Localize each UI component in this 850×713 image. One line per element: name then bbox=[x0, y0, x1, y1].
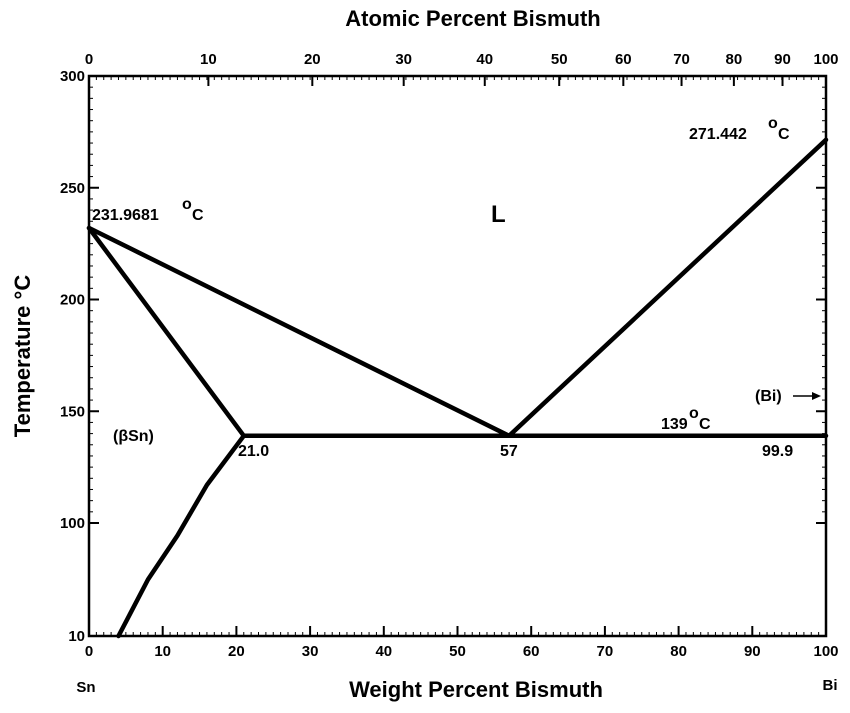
phase-boundary-1 bbox=[86, 225, 512, 439]
sn-melting-value: 231.9681 bbox=[92, 207, 159, 224]
phase-boundary-2 bbox=[506, 137, 829, 439]
bottom-tick-label: 90 bbox=[744, 643, 761, 660]
major-ticks bbox=[88, 75, 827, 637]
bottom-tick-label: 20 bbox=[228, 643, 245, 660]
bottom-tick-label: 50 bbox=[449, 643, 466, 660]
bi-melting-degree: o bbox=[768, 115, 778, 132]
top-tick-label: 0 bbox=[85, 51, 93, 68]
bi-melting-point-label: 271.442 o C bbox=[689, 115, 790, 143]
top-tick-label: 90 bbox=[774, 51, 791, 68]
eutectic-temp-value: 139 bbox=[661, 416, 688, 433]
sn-solubility-label: 21.0 bbox=[238, 443, 269, 460]
bottom-tick-label: 60 bbox=[523, 643, 540, 660]
bottom-tick-label: 80 bbox=[670, 643, 687, 660]
top-axis-title: Atomic Percent Bismuth bbox=[345, 6, 601, 31]
top-tick-label: 80 bbox=[726, 51, 743, 68]
y-tick-label: 200 bbox=[60, 292, 85, 309]
bi-melting-unit: C bbox=[778, 126, 790, 143]
y-tick-label: 10 bbox=[68, 628, 85, 645]
sn-end-label: Sn bbox=[76, 679, 95, 696]
y-tick-label: 250 bbox=[60, 180, 85, 197]
y-tick-label: 150 bbox=[60, 403, 85, 420]
eutectic-temp-degree: o bbox=[689, 405, 699, 422]
y-tick-label: 100 bbox=[60, 515, 85, 532]
bi-phase-label: (Bi) bbox=[755, 388, 782, 405]
phase-boundary-4 bbox=[116, 433, 247, 639]
bi-melting-value: 271.442 bbox=[689, 126, 747, 143]
sn-melting-degree: o bbox=[182, 196, 192, 213]
liquid-region-label: L bbox=[491, 201, 506, 228]
eutectic-temp-unit: C bbox=[699, 416, 711, 433]
top-tick-label: 100 bbox=[813, 51, 838, 68]
top-tick-label: 10 bbox=[200, 51, 217, 68]
top-tick-label: 60 bbox=[615, 51, 632, 68]
minor-ticks bbox=[88, 75, 827, 636]
bottom-tick-label: 0 bbox=[85, 643, 93, 660]
top-tick-label: 30 bbox=[395, 51, 412, 68]
eutectic-composition-label: 57 bbox=[500, 443, 518, 460]
bottom-tick-label: 70 bbox=[597, 643, 614, 660]
phase-boundary-0 bbox=[86, 225, 247, 439]
bi-phase-arrow bbox=[793, 392, 821, 400]
bottom-tick-label: 30 bbox=[302, 643, 319, 660]
plot-frame bbox=[87, 74, 828, 638]
bottom-tick-label: 40 bbox=[375, 643, 392, 660]
bottom-axis-title: Weight Percent Bismuth bbox=[349, 677, 603, 702]
top-tick-label: 70 bbox=[673, 51, 690, 68]
phase-boundaries bbox=[86, 137, 829, 639]
sn-melting-point-label: 231.9681 o C bbox=[92, 196, 204, 224]
top-tick-label: 50 bbox=[551, 51, 568, 68]
bottom-tick-label: 100 bbox=[813, 643, 838, 660]
top-tick-label: 20 bbox=[304, 51, 321, 68]
top-tick-labels: 0 10 20 30 40 50 60 70 80 90 100 bbox=[85, 51, 839, 68]
sn-melting-unit: C bbox=[192, 207, 204, 224]
bottom-tick-labels: 0 10 20 30 40 50 60 70 80 90 100 bbox=[85, 643, 839, 660]
y-axis-title: Temperature °C bbox=[10, 275, 35, 438]
bottom-tick-label: 10 bbox=[154, 643, 171, 660]
eutectic-temp-label: 139 o C bbox=[661, 405, 711, 433]
bi-solubility-label: 99.9 bbox=[762, 443, 793, 460]
y-tick-label: 300 bbox=[60, 68, 85, 85]
beta-sn-region-label: (βSn) bbox=[113, 428, 154, 445]
top-tick-label: 40 bbox=[476, 51, 493, 68]
y-tick-labels: 300 250 200 150 100 10 bbox=[60, 68, 85, 645]
bi-end-label: Bi bbox=[823, 677, 838, 694]
